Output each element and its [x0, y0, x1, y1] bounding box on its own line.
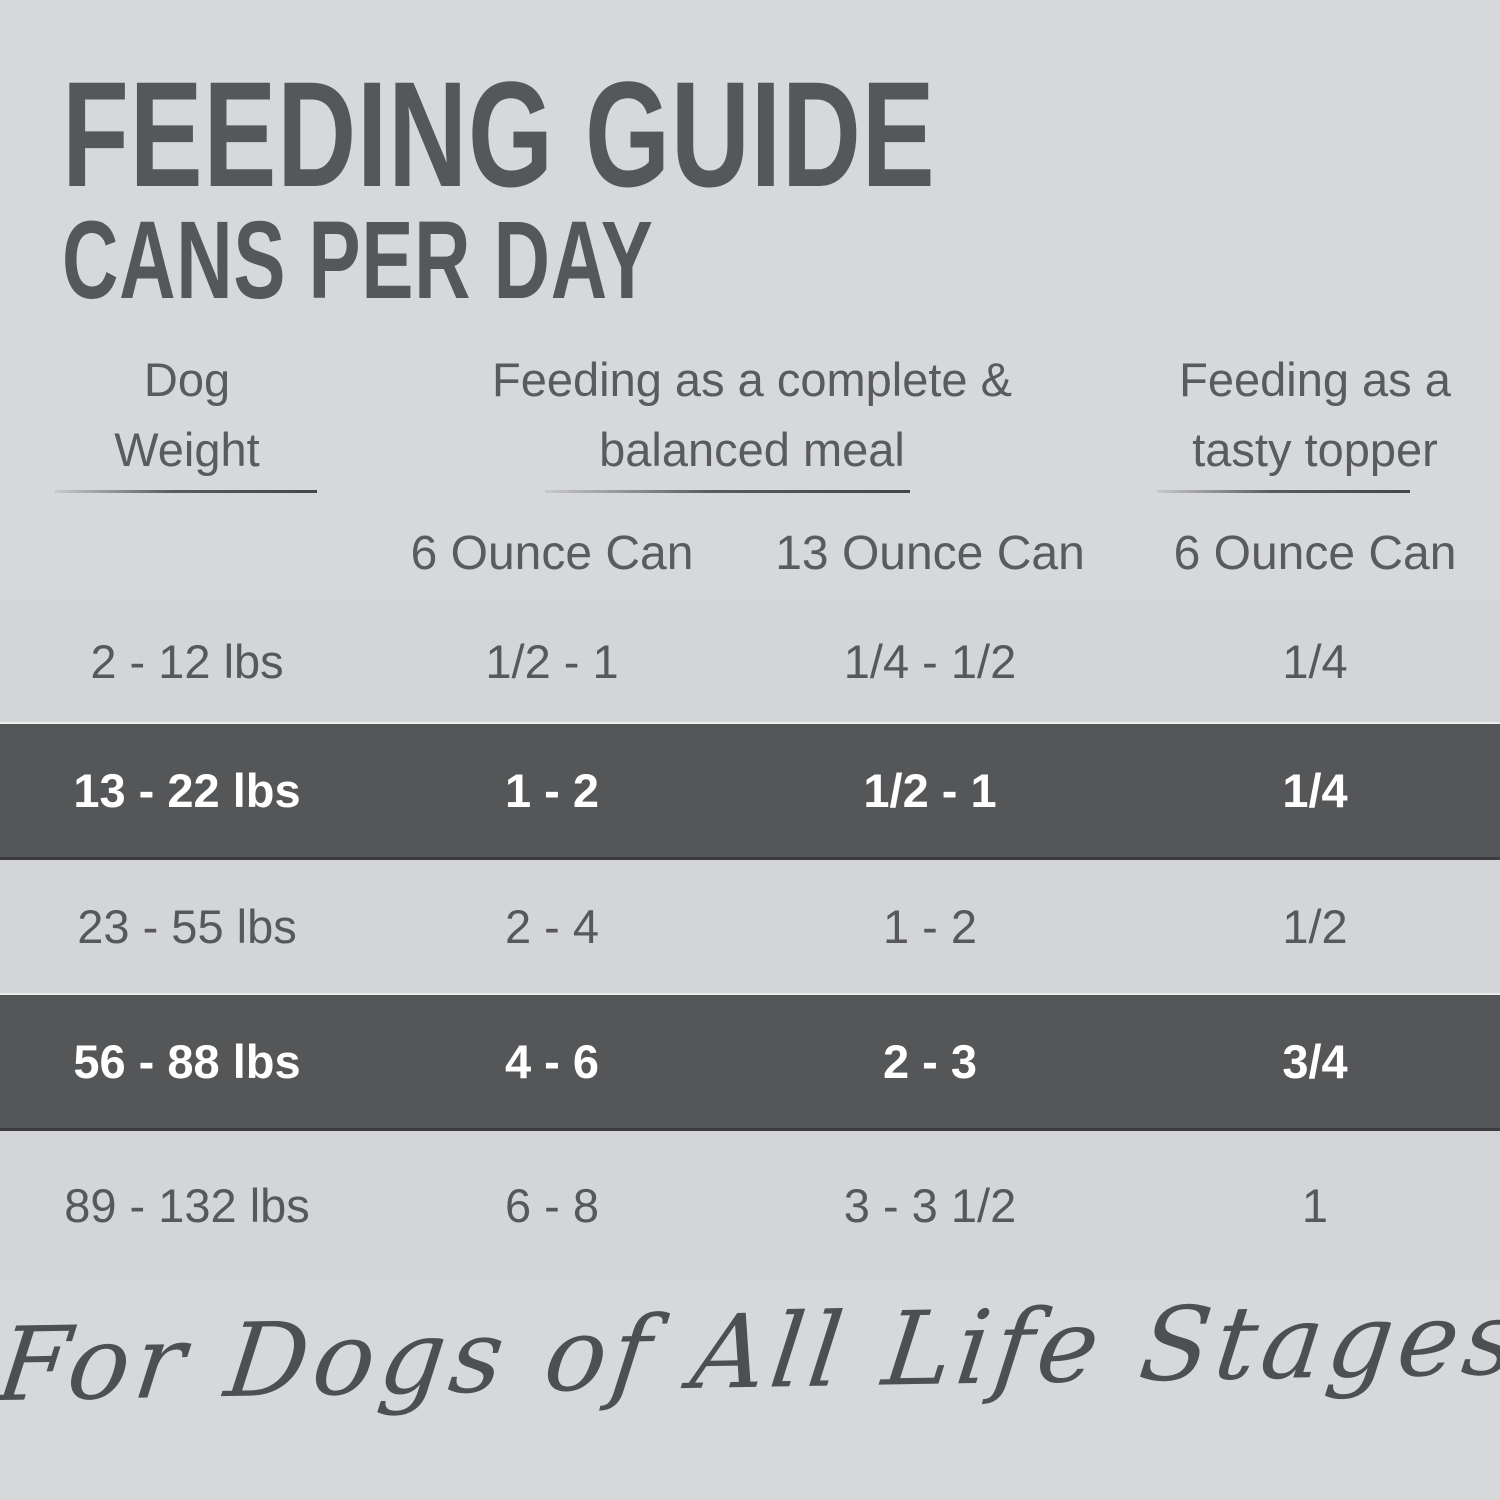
subheader-meal-6oz: 6 Ounce Can	[410, 527, 694, 580]
table-row: 2 - 12 lbs 1/2 - 1 1/4 - 1/2 1/4	[0, 600, 1500, 722]
header-dog-weight: Dog Weight	[0, 340, 374, 493]
complete-13oz-cell: 3 - 3 1/2	[843, 1179, 1017, 1232]
complete-6oz-cell: 2 - 4	[504, 900, 600, 953]
header-complete-meal-line2: balanced meal	[599, 423, 905, 476]
topper-6oz-cell: 1/2	[1282, 900, 1348, 953]
complete-6oz-cell: 1/2 - 1	[485, 634, 619, 688]
topper-6oz-cell: 1/4	[1282, 764, 1348, 817]
dog-weight-cell: 56 - 88 lbs	[73, 1035, 301, 1088]
complete-13oz-cell: 1/2 - 1	[863, 764, 997, 817]
header-complete-meal-line1: Feeding as a complete &	[492, 353, 1012, 406]
header-dog-weight-line1: Dog	[143, 353, 231, 406]
header-tasty-topper: Feeding as a tasty topper	[1130, 340, 1500, 493]
page-title: FEEDING GUIDE	[62, 50, 936, 218]
table-header-row: Dog Weight Feeding as a complete & balan…	[0, 340, 1500, 493]
header-underline	[1157, 490, 1410, 493]
header-complete-meal: Feeding as a complete & balanced meal	[374, 340, 1130, 493]
complete-13oz-cell: 2 - 3	[882, 1035, 978, 1088]
subheader-meal-13oz: 13 Ounce Can	[775, 527, 1085, 580]
complete-13oz-cell: 1 - 2	[882, 900, 978, 953]
dog-weight-cell: 89 - 132 lbs	[64, 1179, 310, 1232]
table-row: 23 - 55 lbs 2 - 4 1 - 2 1/2	[0, 860, 1500, 993]
feeding-table: Dog Weight Feeding as a complete & balan…	[0, 340, 1500, 1280]
complete-6oz-cell: 1 - 2	[504, 764, 600, 817]
page-subtitle: CANS PER DAY	[62, 199, 654, 322]
table-subheader-row: 6 Ounce Can 13 Ounce Can 6 Ounce Can	[0, 493, 1500, 600]
dog-weight-cell: 13 - 22 lbs	[73, 764, 301, 817]
header-underline	[55, 490, 317, 493]
table-row-highlighted: 13 - 22 lbs 1 - 2 1/2 - 1 1/4	[0, 722, 1500, 860]
header-tasty-topper-line2: tasty topper	[1192, 423, 1438, 476]
complete-6oz-cell: 4 - 6	[504, 1035, 600, 1088]
header-underline	[545, 490, 910, 493]
dog-weight-cell: 2 - 12 lbs	[90, 634, 284, 688]
topper-6oz-cell: 1	[1301, 1179, 1329, 1232]
topper-6oz-cell: 1/4	[1282, 634, 1348, 688]
table-row-highlighted: 56 - 88 lbs 4 - 6 2 - 3 3/4	[0, 993, 1500, 1131]
complete-6oz-cell: 6 - 8	[504, 1179, 600, 1232]
complete-13oz-cell: 1/4 - 1/2	[843, 634, 1017, 688]
topper-6oz-cell: 3/4	[1282, 1035, 1348, 1088]
header-tasty-topper-line1: Feeding as a	[1179, 353, 1451, 406]
subheader-spacer	[0, 540, 374, 554]
table-row: 89 - 132 lbs 6 - 8 3 - 3 1/2 1	[0, 1131, 1500, 1280]
dog-weight-cell: 23 - 55 lbs	[77, 900, 297, 953]
subheader-topper-6oz: 6 Ounce Can	[1173, 527, 1457, 580]
footer-tagline: For Dogs of All Life Stages	[0, 1279, 1500, 1426]
header-dog-weight-line2: Weight	[114, 423, 260, 476]
